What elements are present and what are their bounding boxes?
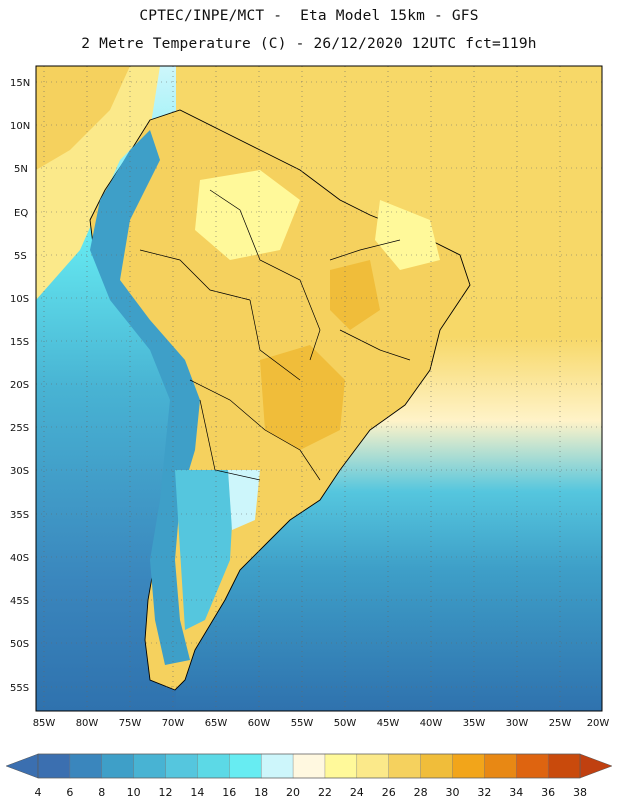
andes-cold-band	[90, 130, 200, 665]
colorbar-frame	[37, 753, 581, 779]
colorbar-swatch	[516, 753, 549, 779]
lat-label: EQ	[14, 208, 28, 219]
lat-label: 30S	[10, 466, 29, 477]
paraguay-hot-field	[260, 345, 345, 450]
lon-label: 80W	[76, 718, 99, 729]
colorbar-swatch	[165, 753, 198, 779]
colorbar-swatch	[292, 753, 326, 779]
colorbar-swatch	[69, 753, 103, 779]
lat-label: 10N	[10, 121, 30, 132]
colorbar-tick-label: 18	[254, 786, 268, 799]
colorbar-swatch	[260, 753, 294, 779]
lon-label: 45W	[377, 718, 400, 729]
lon-label: 55W	[291, 718, 314, 729]
colorbar-swatch	[197, 753, 230, 779]
lon-label: 30W	[506, 718, 529, 729]
colorbar-swatch	[101, 753, 135, 779]
lon-label: 25W	[549, 718, 572, 729]
colorbar-tick-label: 14	[190, 786, 204, 799]
colorbar-swatch	[229, 753, 262, 779]
lon-label: 50W	[334, 718, 357, 729]
lat-label: 35S	[10, 510, 29, 521]
northeast-mild-field	[375, 200, 440, 270]
lon-label: 75W	[119, 718, 142, 729]
colorbar-tick-label: 20	[286, 786, 300, 799]
lat-label: 40S	[10, 553, 29, 564]
lat-label: 15N	[10, 78, 30, 89]
lat-label: 15S	[10, 337, 29, 348]
colorbar-tick-label: 38	[573, 786, 587, 799]
colorbar-swatch	[37, 753, 71, 779]
country-borders	[139, 189, 411, 481]
colorbar-tick-label: 32	[477, 786, 491, 799]
colorbar-tick-label: 8	[98, 786, 105, 799]
colorbar-swatch	[452, 753, 485, 779]
colorbar-tick-label: 26	[382, 786, 396, 799]
colorbar-swatch	[356, 753, 390, 779]
colorbar-tick-label: 6	[66, 786, 73, 799]
colorbar-swatch	[324, 753, 358, 779]
map-title-line-2: 2 Metre Temperature (C) - 26/12/2020 12U…	[81, 36, 537, 52]
colorbar-tick-label: 30	[445, 786, 459, 799]
colorbar: 4 6 8 10 12 14 16 18 20 22 24 26 28 30 32 34 36 38	[5, 753, 613, 799]
lat-label: 10S	[10, 294, 29, 305]
lon-label: 65W	[205, 718, 228, 729]
caribbean-warm-field	[36, 66, 130, 170]
colorbar-tick-label: 4	[35, 786, 42, 799]
amazon-mild-field	[195, 170, 300, 260]
colorbar-swatch	[484, 753, 517, 779]
colorbar-tick-labels: 4 6 8 10 12 14 16 18 20 22 24 26 28 30 32 34 36 38	[35, 786, 588, 799]
latitude-labels: 15N 10N 5N EQ 5S 10S 15S 20S 25S 30S 35S…	[10, 78, 30, 694]
lon-label: 85W	[33, 718, 56, 729]
patagonia-cool-field	[175, 470, 235, 630]
colorbar-tick-label: 22	[318, 786, 332, 799]
lat-label: 5S	[14, 251, 27, 262]
colorbar-tick-label: 10	[127, 786, 141, 799]
colorbar-tick-label: 12	[159, 786, 173, 799]
lat-label: 25S	[10, 423, 29, 434]
central-brazil-hot-field	[330, 260, 380, 330]
colorbar-low-arrow	[5, 753, 39, 779]
colorbar-tick-label: 28	[414, 786, 428, 799]
lat-label: 50S	[10, 639, 29, 650]
lon-label: 70W	[162, 718, 185, 729]
temperature-field	[36, 66, 602, 711]
lat-label: 5N	[14, 164, 28, 175]
colorbar-tick-label: 24	[350, 786, 364, 799]
lon-label: 40W	[420, 718, 443, 729]
lat-label: 45S	[10, 596, 29, 607]
colorbar-tick-label: 36	[541, 786, 555, 799]
colorbar-swatch	[420, 753, 453, 779]
lon-label: 60W	[248, 718, 271, 729]
colorbar-swatches	[37, 753, 581, 779]
colorbar-swatch	[388, 753, 422, 779]
colorbar-swatch	[133, 753, 167, 779]
colorbar-swatch	[547, 753, 581, 779]
colorbar-high-arrow	[579, 753, 613, 779]
colorbar-tick-label: 34	[509, 786, 523, 799]
pampas-cool-field	[228, 470, 260, 530]
lat-label: 55S	[10, 683, 29, 694]
map-frame	[35, 65, 603, 712]
lat-label: 20S	[10, 380, 29, 391]
lon-label: 20W	[587, 718, 610, 729]
map-title-line-1: CPTEC/INPE/MCT - Eta Model 15km - GFS	[139, 8, 479, 24]
lon-label: 35W	[463, 718, 486, 729]
longitude-labels: 85W 80W 75W 70W 65W 60W 55W 50W 45W 40W …	[33, 718, 610, 729]
colorbar-tick-label: 16	[222, 786, 236, 799]
